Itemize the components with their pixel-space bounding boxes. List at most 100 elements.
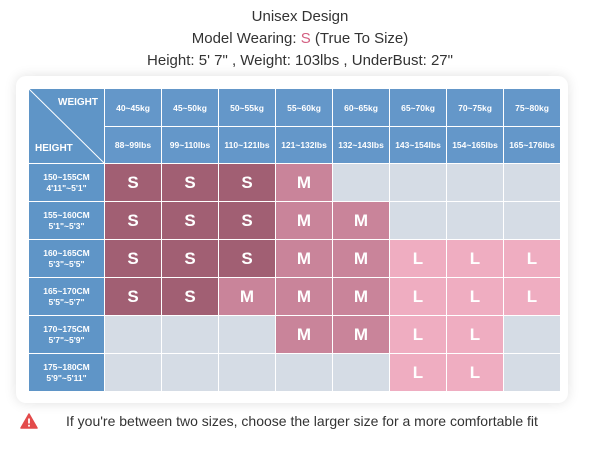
weight-axis-label: WEIGHT bbox=[58, 97, 98, 108]
height-ft: 5'9"~5'11" bbox=[46, 372, 87, 383]
height-row-header: 170~175CM 5'7"~5'9" bbox=[28, 315, 105, 354]
size-cell-l: L bbox=[503, 277, 561, 316]
weight-kg-header: 55~60kg bbox=[275, 88, 333, 127]
size-row: 165~170CM 5'5"~5'7" S S M M M L L L bbox=[28, 277, 561, 316]
size-cell-empty bbox=[503, 353, 561, 392]
size-cell-empty bbox=[446, 163, 504, 202]
size-cell-empty bbox=[275, 353, 333, 392]
size-row: 160~165CM 5'3"~5'5" S S S M M L L L bbox=[28, 239, 561, 278]
size-cell-l: L bbox=[503, 239, 561, 278]
size-cell-m: M bbox=[275, 201, 333, 240]
model-measurements: Height: 5' 7" , Weight: 103lbs , UnderBu… bbox=[147, 52, 453, 69]
height-axis-label: HEIGHT bbox=[35, 143, 73, 154]
size-cell-l: L bbox=[389, 315, 447, 354]
model-wearing-line: Model Wearing: S (True To Size) bbox=[0, 28, 600, 50]
height-ft: 5'5"~5'7" bbox=[48, 296, 85, 307]
size-cell-s: S bbox=[104, 163, 162, 202]
weight-lbs-header: 165~176lbs bbox=[503, 126, 561, 164]
size-cell-empty bbox=[446, 201, 504, 240]
height-row-header: 175~180CM 5'9"~5'11" bbox=[28, 353, 105, 392]
size-advice-note: If you're between two sizes, choose the … bbox=[20, 411, 580, 433]
height-row-header: 160~165CM 5'3"~5'5" bbox=[28, 239, 105, 278]
size-row: 155~160CM 5'1"~5'3" S S S M M bbox=[28, 201, 561, 240]
size-cell-l: L bbox=[389, 277, 447, 316]
size-cell-m: M bbox=[275, 315, 333, 354]
size-cell-m: M bbox=[275, 277, 333, 316]
height-cm: 170~175CM bbox=[43, 323, 90, 334]
weight-kg-header: 75~80kg bbox=[503, 88, 561, 127]
size-cell-m: M bbox=[332, 277, 390, 316]
size-row: 170~175CM 5'7"~5'9" M M L L bbox=[28, 315, 561, 354]
size-cell-s: S bbox=[161, 277, 219, 316]
model-size-note: (True To Size) bbox=[310, 30, 409, 47]
size-cell-empty bbox=[161, 315, 219, 354]
weight-kg-header: 70~75kg bbox=[446, 88, 504, 127]
height-cm: 150~155CM bbox=[43, 171, 90, 182]
size-cell-s: S bbox=[161, 239, 219, 278]
size-cell-l: L bbox=[389, 239, 447, 278]
height-row-header: 165~170CM 5'5"~5'7" bbox=[28, 277, 105, 316]
size-cell-l: L bbox=[446, 277, 504, 316]
size-cell-m: M bbox=[332, 239, 390, 278]
size-cell-s: S bbox=[104, 201, 162, 240]
height-cm: 165~170CM bbox=[43, 285, 90, 296]
size-cell-empty bbox=[218, 315, 276, 354]
corner-header: WEIGHT HEIGHT bbox=[28, 88, 105, 164]
design-title: Unisex Design bbox=[251, 8, 349, 25]
size-cell-empty bbox=[161, 353, 219, 392]
size-cell-empty bbox=[104, 353, 162, 392]
height-ft: 5'1"~5'3" bbox=[48, 220, 85, 231]
model-wearing-label: Model Wearing: bbox=[191, 30, 301, 47]
warning-icon bbox=[20, 413, 38, 429]
size-cell-s: S bbox=[161, 201, 219, 240]
weight-lbs-header: 110~121lbs bbox=[218, 126, 276, 164]
size-chart-table: WEIGHT HEIGHT 40~45kg 45~50kg 50~55kg 55~60… bbox=[28, 88, 561, 392]
weight-kg-row: WEIGHT HEIGHT 40~45kg 45~50kg 50~55kg 55~60… bbox=[28, 88, 561, 164]
size-cell-m: M bbox=[332, 315, 390, 354]
weight-kg-header: 40~45kg bbox=[104, 88, 162, 127]
height-cm: 155~160CM bbox=[43, 209, 90, 220]
model-size: S bbox=[300, 30, 311, 47]
weight-kg-header: 60~65kg bbox=[332, 88, 390, 127]
height-ft: 4'11"~5'1" bbox=[46, 182, 87, 193]
size-cell-s: S bbox=[218, 163, 276, 202]
size-cell-empty bbox=[332, 353, 390, 392]
weight-lbs-header: 121~132lbs bbox=[275, 126, 333, 164]
size-cell-s: S bbox=[218, 239, 276, 278]
corner-diagonal bbox=[29, 89, 104, 163]
weight-lbs-row: 88~99lbs 99~110lbs 110~121lbs 121~132lbs 132… bbox=[29, 126, 561, 164]
size-cell-l: L bbox=[446, 353, 504, 392]
size-cell-empty bbox=[389, 163, 447, 202]
size-row: 175~180CM 5'9"~5'11" L L bbox=[28, 353, 561, 392]
height-cm: 160~165CM bbox=[43, 247, 90, 258]
size-chart-card: WEIGHT HEIGHT 40~45kg 45~50kg 50~55kg 55~60… bbox=[16, 76, 568, 403]
height-ft: 5'3"~5'5" bbox=[48, 258, 85, 269]
size-cell-m: M bbox=[275, 239, 333, 278]
size-cell-empty bbox=[218, 353, 276, 392]
page-header: Unisex Design Model Wearing: S (True To … bbox=[0, 6, 600, 72]
height-ft: 5'7"~5'9" bbox=[48, 334, 85, 345]
size-cell-l: L bbox=[446, 315, 504, 354]
size-cell-empty bbox=[104, 315, 162, 354]
weight-kg-header: 50~55kg bbox=[218, 88, 276, 127]
size-cell-empty bbox=[503, 315, 561, 354]
size-cell-s: S bbox=[104, 239, 162, 278]
weight-kg-header: 65~70kg bbox=[389, 88, 447, 127]
weight-lbs-header: 99~110lbs bbox=[161, 126, 219, 164]
size-row: 150~155CM 4'11"~5'1" S S S M bbox=[28, 163, 561, 202]
size-cell-empty bbox=[503, 163, 561, 202]
size-cell-s: S bbox=[104, 277, 162, 316]
height-row-header: 150~155CM 4'11"~5'1" bbox=[28, 163, 105, 202]
height-row-header: 155~160CM 5'1"~5'3" bbox=[28, 201, 105, 240]
weight-lbs-header: 154~165lbs bbox=[446, 126, 504, 164]
size-cell-s: S bbox=[218, 201, 276, 240]
weight-lbs-header: 143~154lbs bbox=[389, 126, 447, 164]
size-cell-m: M bbox=[332, 201, 390, 240]
size-advice-text: If you're between two sizes, choose the … bbox=[66, 413, 538, 429]
height-cm: 175~180CM bbox=[43, 361, 90, 372]
weight-kg-header: 45~50kg bbox=[161, 88, 219, 127]
size-cell-empty bbox=[503, 201, 561, 240]
size-cell-s: S bbox=[161, 163, 219, 202]
size-cell-empty bbox=[389, 201, 447, 240]
size-cell-l: L bbox=[389, 353, 447, 392]
